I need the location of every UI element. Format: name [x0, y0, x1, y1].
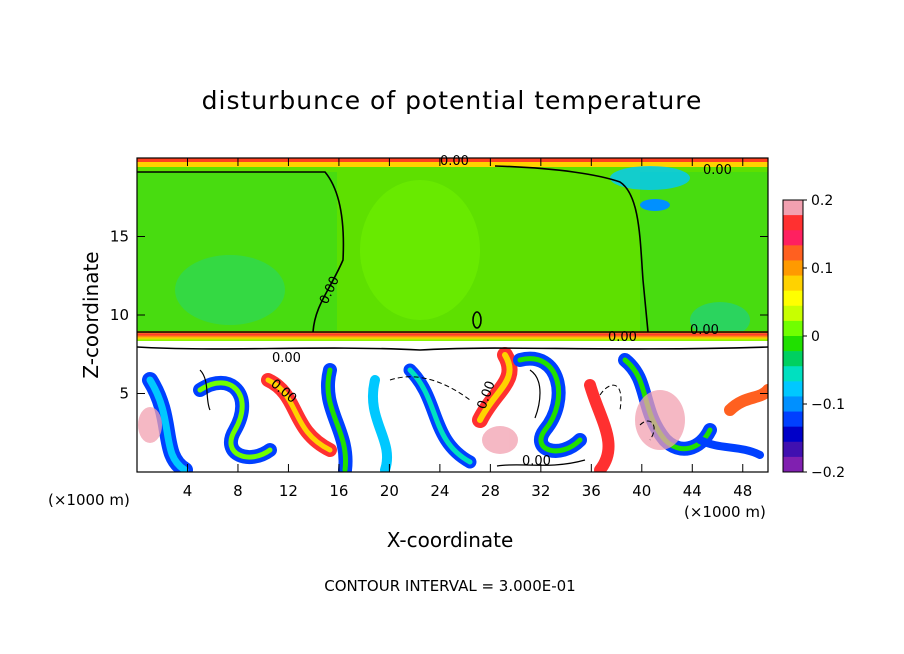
contour-lines	[137, 165, 768, 467]
contour-label: 0.00	[272, 351, 301, 366]
colorbar-swatch	[783, 260, 803, 277]
colorbar-tick-label: 0.1	[811, 261, 833, 277]
x-tick-label: 32	[531, 482, 550, 500]
chart-title: disturbunce of potential temperature	[201, 86, 703, 115]
top-band-red	[137, 158, 768, 162]
x-tick-label: 28	[481, 482, 500, 500]
x-tick-label: 48	[733, 482, 752, 500]
colorbar-swatch	[783, 245, 803, 261]
contour-label: 0.00	[608, 330, 637, 345]
x-tick-label: 8	[233, 482, 243, 500]
cyan-patch-top	[610, 166, 690, 190]
x-tick-label: 20	[380, 482, 399, 500]
top-band-yellow	[137, 162, 768, 167]
colorbar-swatch	[783, 215, 803, 231]
x-axis: 4 8 12 16 20 24 28 32 36 40 44 48	[183, 158, 752, 500]
colorbar-tick-label: −0.2	[811, 465, 845, 481]
colorbar-swatch	[783, 351, 803, 367]
contour-label: 0.00	[703, 163, 732, 178]
colorbar-swatch	[783, 396, 803, 413]
x-axis-title: X-coordinate	[386, 528, 514, 552]
x-tick-label: 4	[183, 482, 193, 500]
turbulent-structures	[142, 347, 768, 472]
contour-label: 0.00	[440, 154, 469, 169]
colorbar-swatch	[783, 305, 803, 322]
colorbar-swatch	[783, 366, 803, 382]
blue-patch-top	[640, 199, 670, 211]
yellow-green-plume	[360, 180, 480, 320]
x-tick-label: 44	[683, 482, 702, 500]
x-tick-label: 36	[582, 482, 601, 500]
colorbar-swatch	[783, 290, 803, 307]
colorbar: 0.2 0.1 0 −0.1 −0.2	[782, 193, 845, 481]
colorbar-swatch	[783, 381, 803, 397]
green-blob-left	[175, 255, 285, 325]
x-tick-label: 40	[632, 482, 651, 500]
dashed-contours	[389, 376, 655, 441]
colorbar-tick-label: −0.1	[811, 397, 845, 413]
colorbar-swatch	[783, 200, 803, 216]
colorbar-swatch	[783, 441, 803, 458]
colorbar-tick-label: 0.2	[811, 193, 833, 209]
contour-interval-note: CONTOUR INTERVAL = 3.000E-01	[324, 577, 576, 595]
colorbar-swatch	[783, 275, 803, 292]
y-axis-title: Z-coordinate	[79, 251, 103, 378]
colorbar-swatch	[783, 456, 803, 473]
interface-band	[137, 331, 768, 341]
x-unit-left: (×1000 m)	[48, 491, 130, 509]
x-unit-right: (×1000 m)	[684, 503, 766, 521]
heatmap-field	[137, 158, 768, 472]
colorbar-swatch	[783, 336, 803, 352]
colorbar-swatch	[783, 320, 803, 337]
contour-label: 0.00	[690, 323, 719, 338]
colorbar-swatch	[783, 426, 803, 443]
green-blob-right	[690, 302, 750, 338]
y-tick-label: 10	[110, 306, 129, 324]
x-tick-label: 12	[279, 482, 298, 500]
x-tick-label: 24	[430, 482, 449, 500]
x-tick-label: 16	[329, 482, 348, 500]
pink-patches	[138, 390, 685, 454]
contour-label: 0.00	[522, 454, 551, 469]
y-tick-label: 5	[119, 385, 129, 403]
y-tick-label: 15	[110, 228, 129, 246]
colorbar-swatch	[783, 411, 803, 428]
colorbar-tick-label: 0	[811, 329, 820, 345]
colorbar-swatch	[783, 230, 803, 246]
y-axis: 5 10 15	[110, 228, 768, 403]
